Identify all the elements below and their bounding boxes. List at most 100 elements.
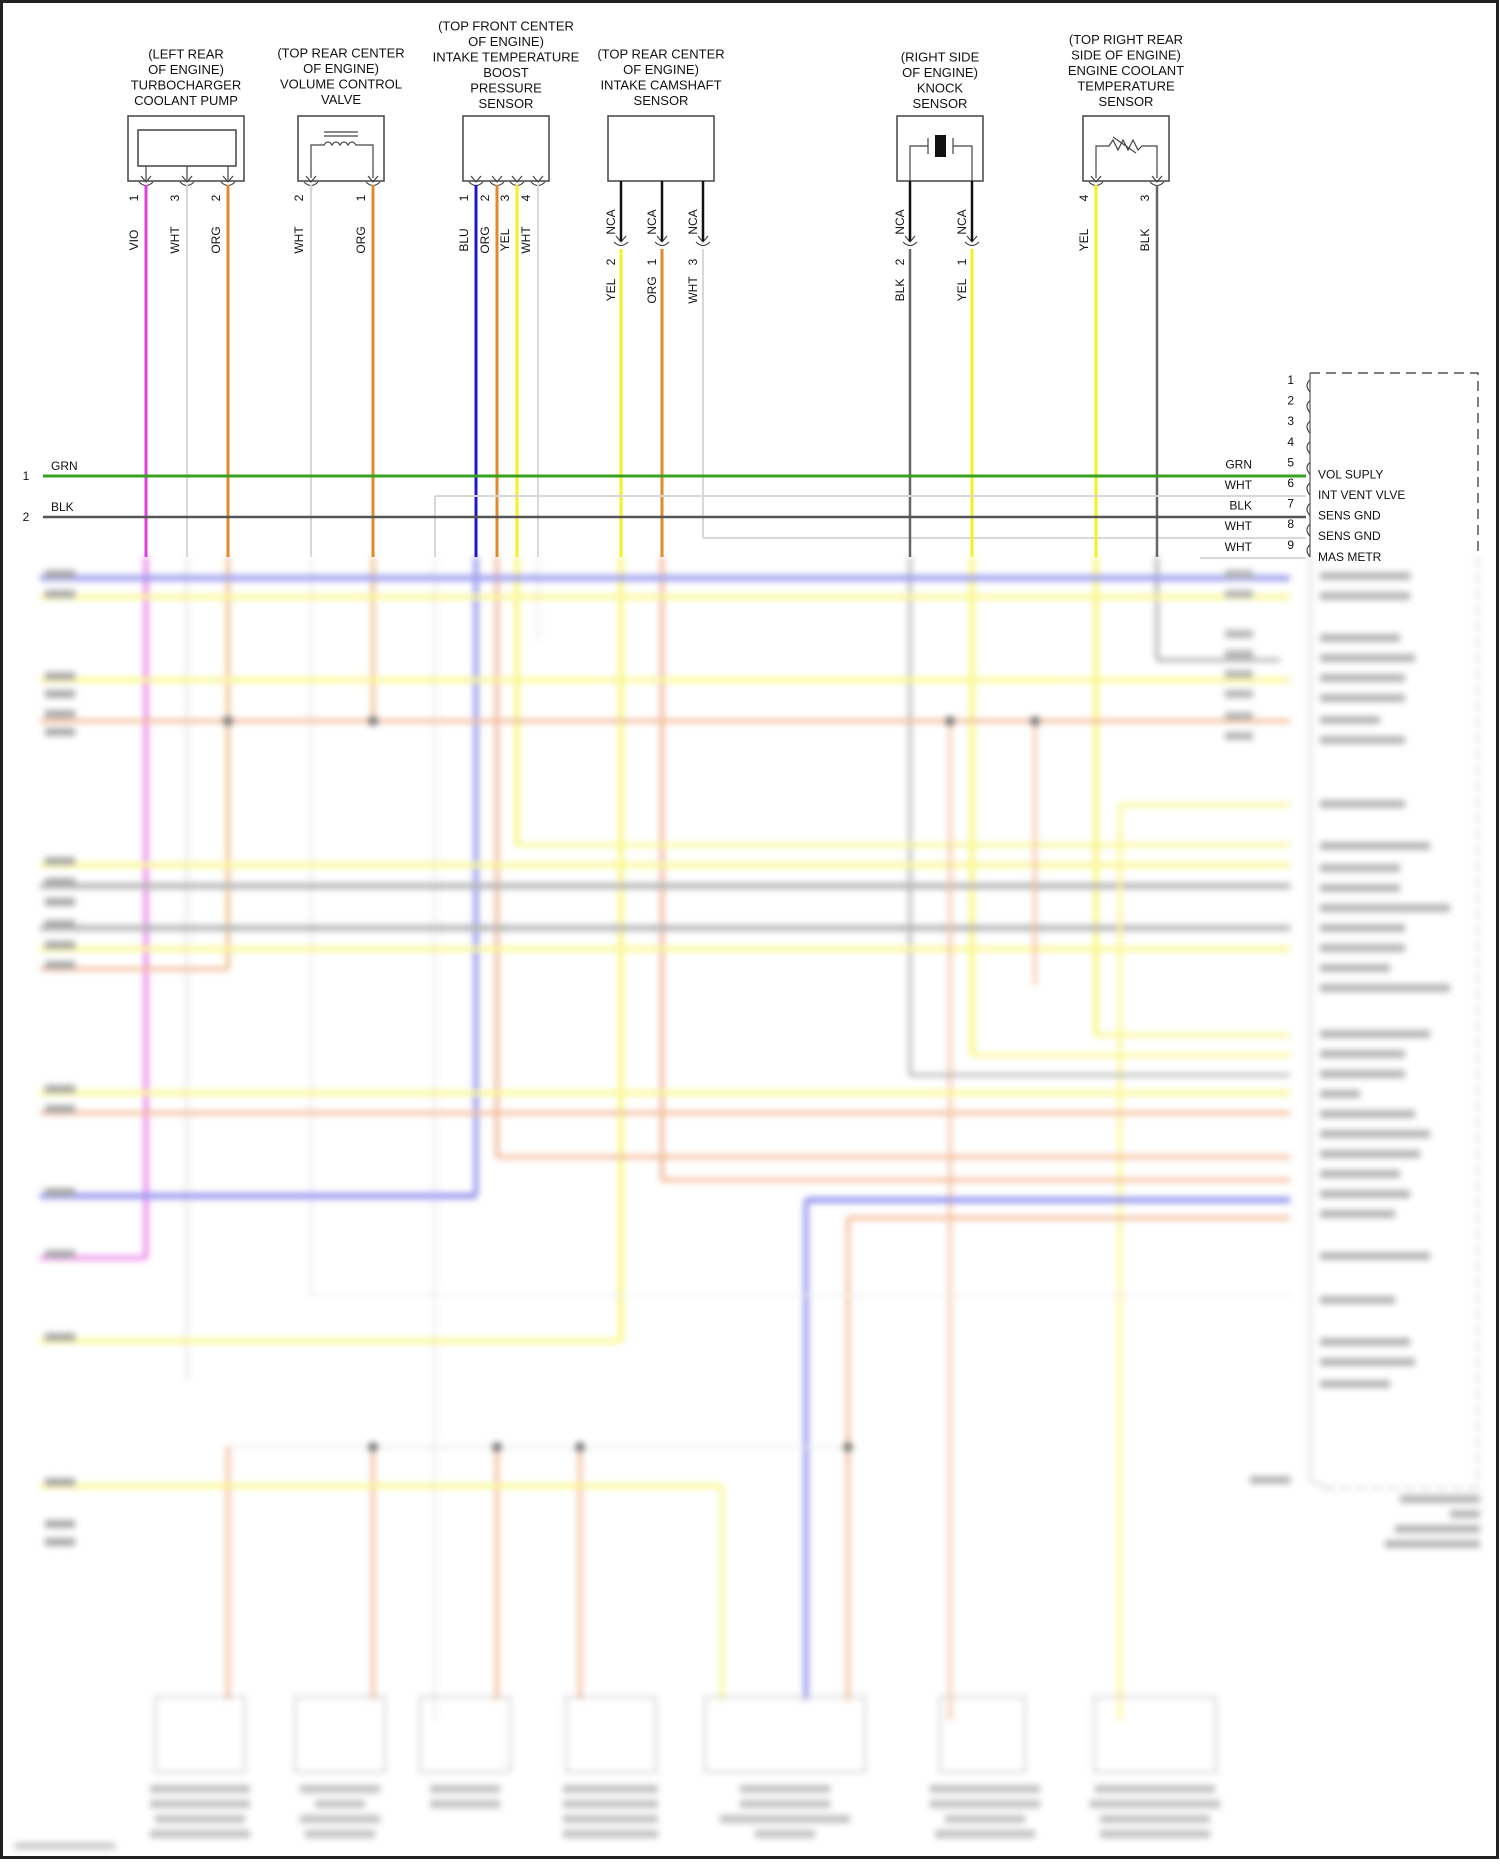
pin-number: 1 — [127, 194, 141, 201]
pin-number: 1 — [354, 194, 368, 201]
module-pin-wire-color: WHT — [1225, 519, 1253, 533]
wire-color-labels: 1 VIO 3 WHT 2 ORG 2 WHT 1 ORG 1 BLU 2 ORG 3 YEL 4 WHT NCA 2… — [127, 194, 1152, 303]
ect-label-line: SIDE OF ENGINE) — [1071, 48, 1181, 63]
engine-coolant-temp-sensor — [1082, 115, 1170, 182]
pin-number: 3 — [1138, 194, 1152, 201]
pin-number: 2 — [604, 258, 618, 265]
ect-label-line: (TOP RIGHT REAR — [1069, 32, 1183, 47]
knock-label-line: KNOCK — [917, 81, 964, 96]
pin-number: 3 — [686, 258, 700, 265]
coil-icon — [310, 141, 374, 178]
module-pin-number: 5 — [1287, 455, 1294, 469]
wires-top — [43, 181, 1306, 559]
wire-color-label: ORG — [354, 226, 368, 253]
wire-color-label: BLK — [893, 279, 907, 302]
turbo-pump-label-line: TURBOCHARGER — [131, 78, 242, 93]
turbocharger-coolant-pump — [127, 115, 245, 182]
module-pin-number: 4 — [1287, 435, 1294, 449]
volume-valve-label-line: VOLUME CONTROL — [280, 77, 402, 92]
knock-sensor — [896, 115, 984, 182]
module-pin-number: 7 — [1287, 497, 1294, 511]
intake-temp-boost-label-line: PRESSURE — [470, 81, 542, 96]
intake-temp-boost-label-line: INTAKE TEMPERATURE — [433, 50, 580, 65]
wire-color-label: YEL — [1077, 228, 1091, 251]
intake-cam-label-line: OF ENGINE) — [623, 62, 699, 77]
wire-color-label: WHT — [292, 226, 306, 254]
left-circuit-num-2: 2 — [23, 510, 30, 524]
module-pin-wire-color: BLK — [1229, 499, 1252, 513]
volume-valve-label-line: VALVE — [321, 92, 361, 107]
wire-color-label: YEL — [604, 278, 618, 301]
turbo-pump-label-line: COOLANT PUMP — [134, 93, 238, 108]
pin-number: 2 — [209, 194, 223, 201]
intake-temp-boost-sensor — [462, 115, 550, 182]
intake-temp-boost-label-line: (TOP FRONT CENTER — [438, 19, 574, 34]
blurred-lower-diagram — [15, 557, 1480, 1849]
wire-color-label: ORG — [209, 226, 223, 253]
knock-label-line: (RIGHT SIDE — [901, 50, 980, 65]
left-circuit-num-1: 1 — [23, 469, 30, 483]
volume-valve-label-line: OF ENGINE) — [303, 61, 379, 76]
ect-label-line: TEMPERATURE — [1077, 79, 1175, 94]
wire-color-label: ORG — [645, 276, 659, 303]
wire-color-label: ORG — [478, 226, 492, 253]
module-pin-number: 2 — [1287, 394, 1294, 408]
module-pin-number: 3 — [1287, 414, 1294, 428]
wire-color-label: YEL — [955, 278, 969, 301]
volume-control-valve — [297, 115, 385, 182]
module-pin-wire-color: WHT — [1225, 540, 1253, 554]
intake-temp-boost-label-line: BOOST — [483, 65, 529, 80]
lead-label: NCA — [893, 209, 907, 234]
module-pin-wire-color: WHT — [1225, 478, 1253, 492]
intake-temp-boost-label-line: OF ENGINE) — [468, 34, 544, 49]
pin-number: 2 — [292, 194, 306, 201]
module-pin-function: SENS GND — [1318, 529, 1381, 543]
wire-color-label: WHT — [686, 276, 700, 304]
lead-label: NCA — [686, 209, 700, 234]
knock-label-line: OF ENGINE) — [902, 65, 978, 80]
pin-number: 1 — [645, 258, 659, 265]
wire-color-label: BLK — [1138, 229, 1152, 252]
pin-number: 3 — [168, 194, 182, 201]
module-pin-function: MAS METR — [1318, 550, 1382, 564]
piezo-crystal-icon — [935, 135, 946, 157]
lead-label: NCA — [955, 209, 969, 234]
volume-valve-label-line: (TOP REAR CENTER — [277, 46, 404, 61]
module-pin-number: 1 — [1287, 373, 1294, 387]
pin-number: 1 — [457, 194, 471, 201]
lead-label: NCA — [645, 209, 659, 234]
ect-label-line: SENSOR — [1099, 94, 1154, 109]
pin-number: 4 — [1077, 194, 1091, 201]
left-circuit-color-1: GRN — [51, 459, 78, 473]
lead-label: NCA — [604, 209, 618, 234]
intake-cam-label-line: INTAKE CAMSHAFT — [600, 78, 721, 93]
pin-number: 2 — [478, 194, 492, 201]
module-pin-number: 8 — [1287, 517, 1294, 531]
wire-color-label: YEL — [498, 228, 512, 251]
turbo-pump-label-line: OF ENGINE) — [148, 62, 224, 77]
turbo-pump-label-line: (LEFT REAR — [148, 47, 224, 62]
module-pin-wire-color: GRN — [1225, 457, 1252, 471]
pin-number: 3 — [498, 194, 512, 201]
intake-camshaft-sensor — [607, 115, 715, 182]
left-circuit-color-2: BLK — [51, 500, 74, 514]
ect-label-line: ENGINE COOLANT — [1068, 63, 1184, 78]
module-connector: 1 2 3 4 5 GRN VOL SUPLY 6 WHT INT VENT VLVE 7 BLK SE… — [1225, 372, 1479, 564]
intake-cam-label-line: (TOP REAR CENTER — [597, 47, 724, 62]
wire-color-label: BLU — [457, 228, 471, 251]
pin-number: 4 — [519, 194, 533, 201]
knock-label-line: SENSOR — [913, 96, 968, 111]
module-pin-function: VOL SUPLY — [1318, 467, 1383, 481]
wire-color-label: WHT — [168, 226, 182, 254]
pin-number: 1 — [955, 258, 969, 265]
module-pin-function: INT VENT VLVE — [1318, 488, 1405, 502]
wire-color-label: WHT — [519, 226, 533, 254]
module-pin-function: SENS GND — [1318, 509, 1381, 523]
pin-number: 2 — [893, 258, 907, 265]
wire-color-label: VIO — [127, 230, 141, 251]
intake-temp-boost-label-line: SENSOR — [479, 96, 534, 111]
module-pin-number: 6 — [1287, 476, 1294, 490]
